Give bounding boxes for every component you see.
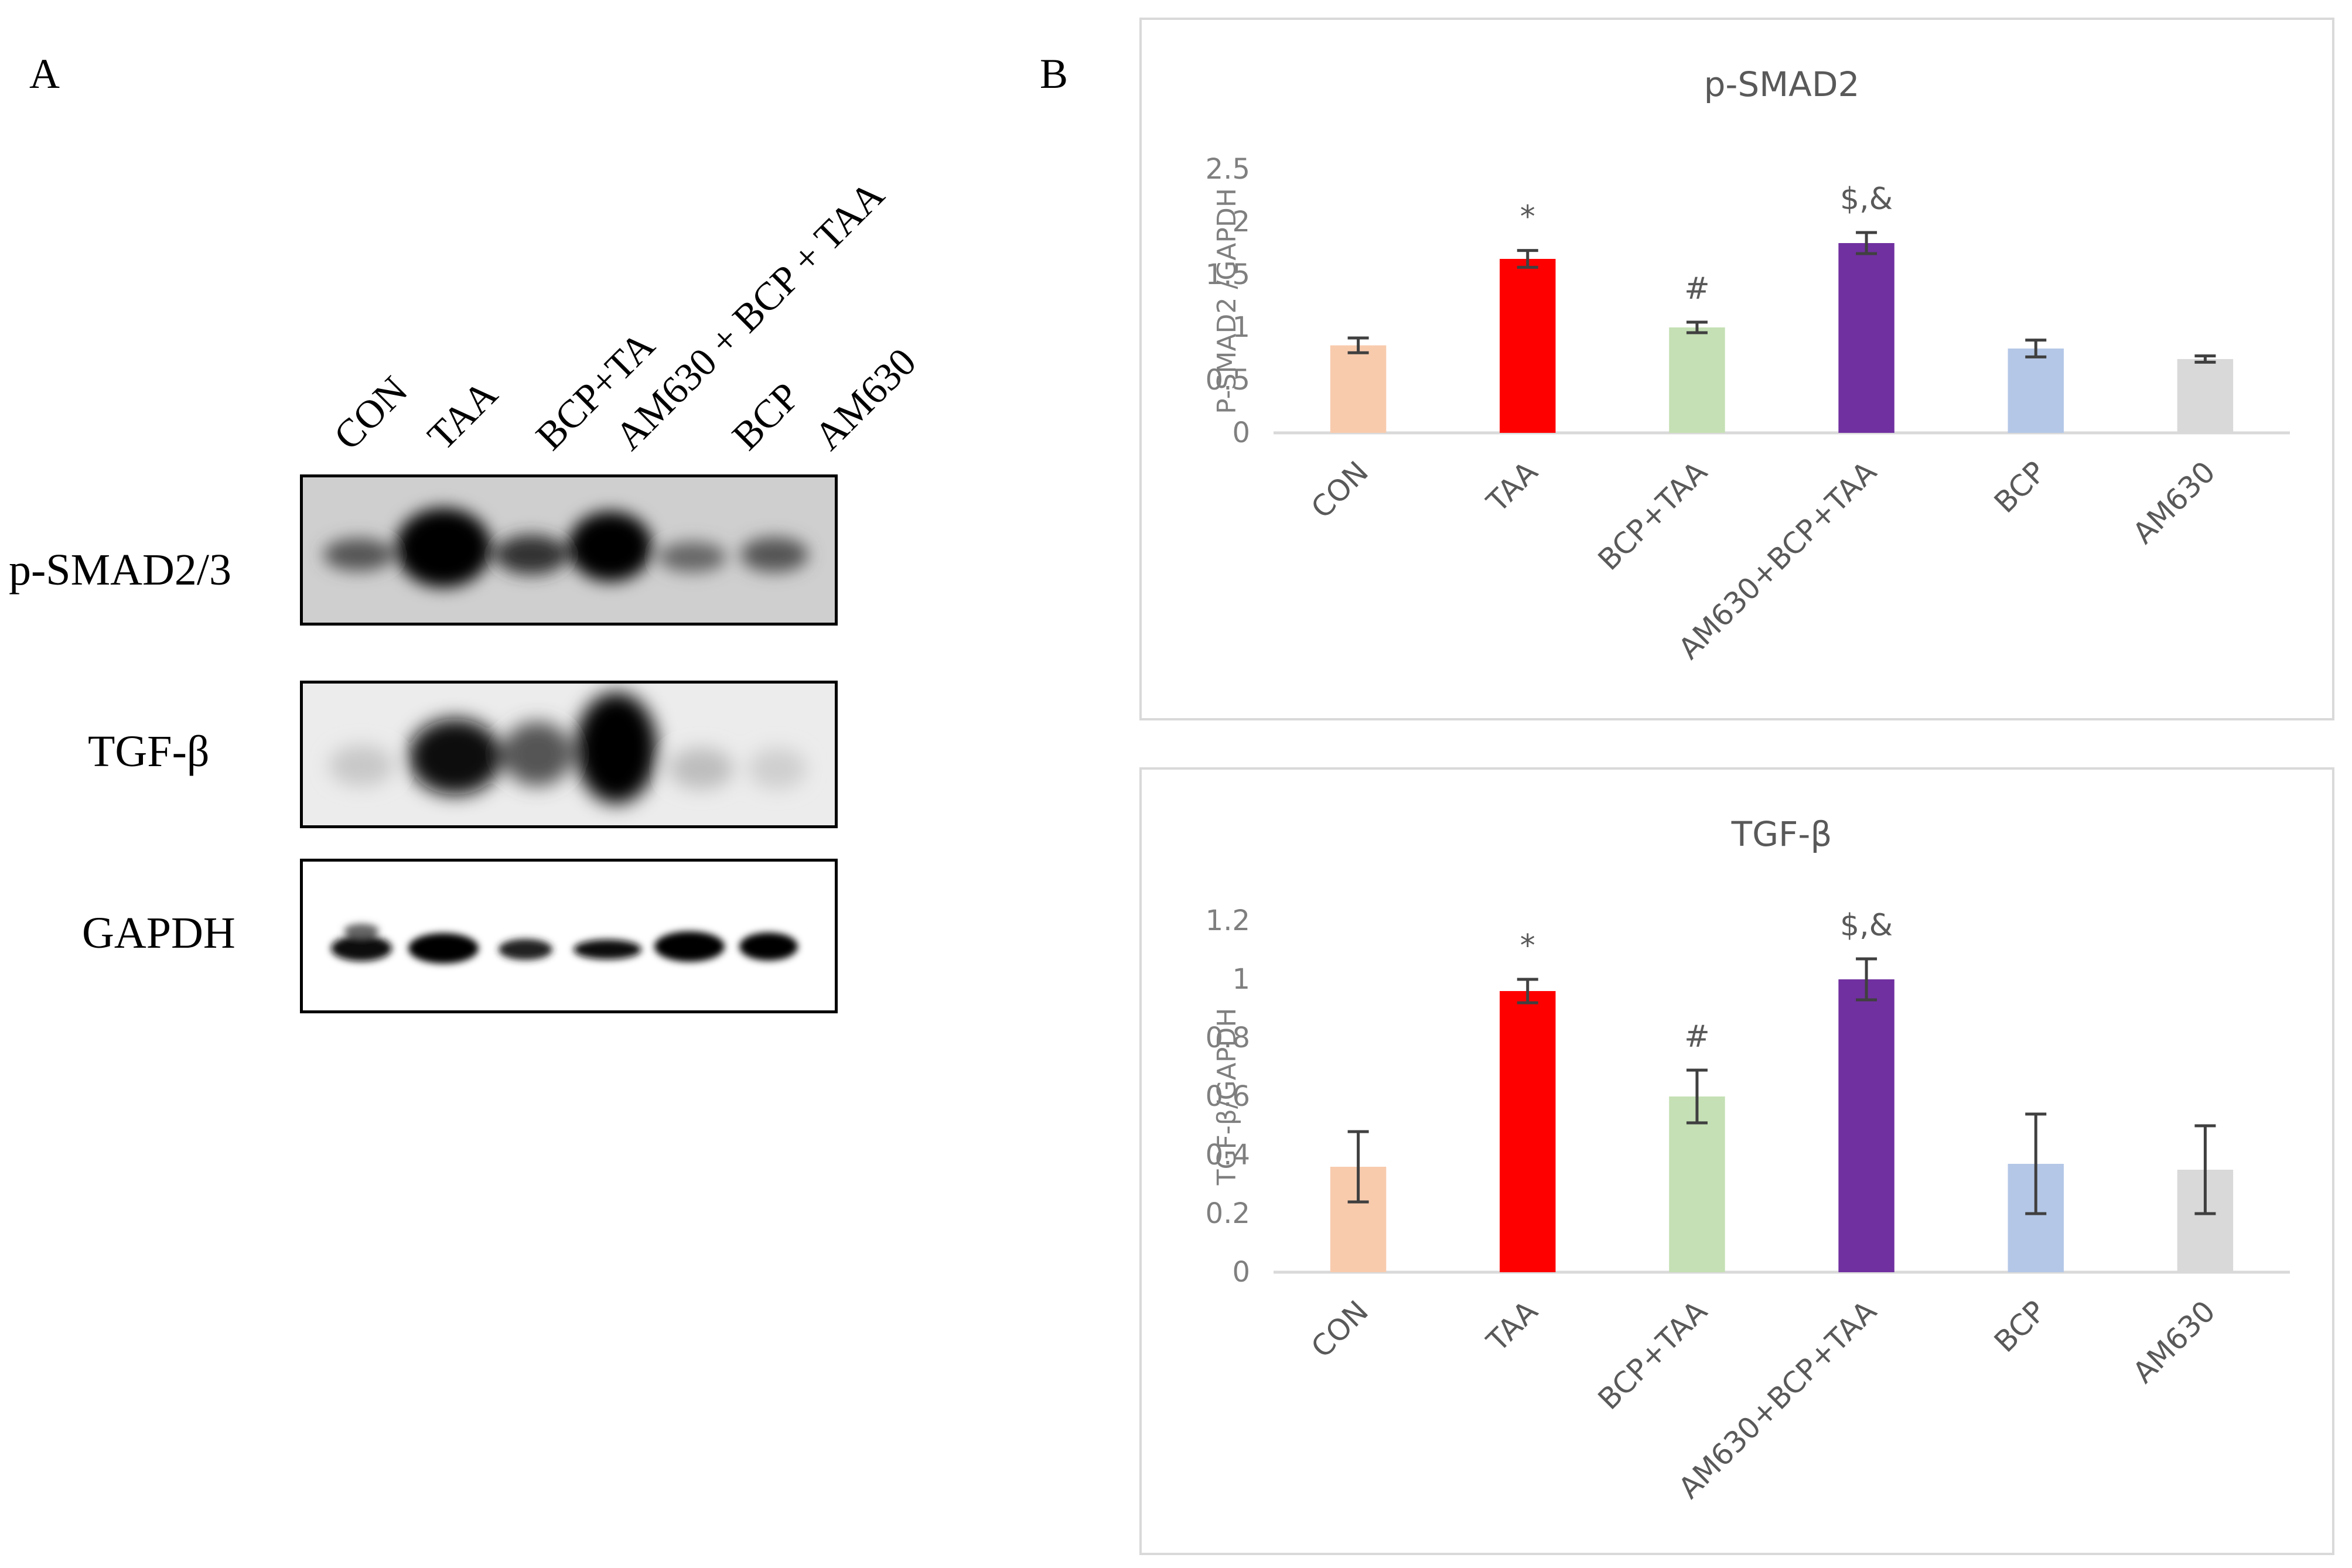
x-tick-label: CON [1305,1294,1375,1364]
lane-label-bcp: BCP [723,373,808,459]
blot-label-psmad: p-SMAD2/3 [9,545,232,595]
y-tick-label: 1 [1232,963,1250,996]
significance-mark: $,& [1840,182,1893,217]
blot-tgf [300,681,838,828]
x-tick-label: TAA [1480,1294,1544,1358]
error-bar [2194,1124,2216,1215]
chart-tgf: TGF-β TGF-β/GAPDH 0 0.2 0.4 0.6 0.8 1 1.2 CON * TAA… [1206,814,2290,1505]
chart-psmad-frame: p-SMAD2 P-SMAD2 /GAPDH 0 0.5 1 1.5 2 2.5 CON * TAA… [1139,18,2334,720]
x-tick-label: CON [1305,455,1375,525]
x-tick-label: AM630 [2126,455,2222,550]
blot-psmad [300,474,838,626]
error-bar [1856,231,1877,255]
significance-mark: * [1520,928,1535,964]
lane-label-am630: AM630 [805,339,925,459]
chart-title: TGF-β [1731,814,1832,854]
x-tick-label: BCP+TAA [1592,455,1713,576]
y-tick-label: 0.6 [1206,1080,1250,1113]
significance-mark: * [1520,200,1535,235]
significance-mark: # [1684,1019,1710,1054]
significance-mark: # [1684,271,1710,306]
x-tick-label: BCP [1988,1294,2053,1359]
error-bar [1347,336,1369,354]
bar-bcp-taa [1669,327,1725,433]
y-axis-label: TGF-β/GAPDH [1212,1008,1242,1186]
error-bar [1517,978,1538,1005]
bar-con [1330,345,1387,433]
blot-psmad-bands [303,477,835,623]
error-bar [1347,1130,1369,1204]
x-tick-label: TAA [1480,455,1544,519]
blot-tgf-bands [303,684,835,825]
y-tick-label: 2 [1232,206,1250,238]
significance-mark: $,& [1840,908,1893,943]
error-bar [2025,1112,2047,1215]
y-tick-label: 0.5 [1206,364,1250,397]
panel-a-label: A [29,50,60,97]
error-bar [1686,320,1708,334]
error-bar [1856,957,1877,1002]
error-bar [2025,339,2047,358]
bar-bcp [2008,349,2064,433]
x-tick-label: AM630 [2126,1294,2222,1389]
error-bar [1686,1068,1708,1125]
lane-label-con: CON [325,367,417,459]
blot-gapdh [300,859,838,1013]
bar-taa [1500,259,1556,433]
y-tick-label: 1.5 [1206,258,1250,291]
bar-am630 [2177,359,2234,433]
blot-label-gapdh: GAPDH [82,908,235,958]
error-bar [2194,354,2216,364]
y-tick-label: 0 [1232,416,1250,449]
chart-title: p-SMAD2 [1704,64,1860,104]
bar-am630-bcp-taa [1838,979,1894,1272]
bar-taa [1500,991,1556,1272]
y-tick-label: 0.4 [1206,1139,1250,1171]
y-tick-label: 0 [1232,1256,1250,1289]
error-bar [1517,249,1538,269]
y-axis-label: P-SMAD2 /GAPDH [1212,188,1242,414]
panel-b-label: B [1040,50,1069,97]
y-tick-label: 1 [1232,311,1250,344]
y-tick-label: 0.8 [1206,1022,1250,1054]
y-tick-label: 0.2 [1206,1197,1250,1230]
x-tick-label: BCP [1988,455,2053,520]
y-tick-label: 1.2 [1206,904,1250,937]
bar-bcp-taa [1669,1096,1725,1272]
bar-am630-bcp-taa [1838,243,1894,433]
chart-tgf-frame: TGF-β TGF-β/GAPDH 0 0.2 0.4 0.6 0.8 1 1.2 CON * TAA… [1139,767,2334,1555]
y-tick-label: 2.5 [1206,153,1250,186]
blot-gapdh-bands [303,862,835,1010]
lane-label-taa: TAA [418,371,506,459]
blot-label-tgf: TGF-β [88,727,210,776]
x-tick-label: BCP+TAA [1592,1294,1713,1416]
